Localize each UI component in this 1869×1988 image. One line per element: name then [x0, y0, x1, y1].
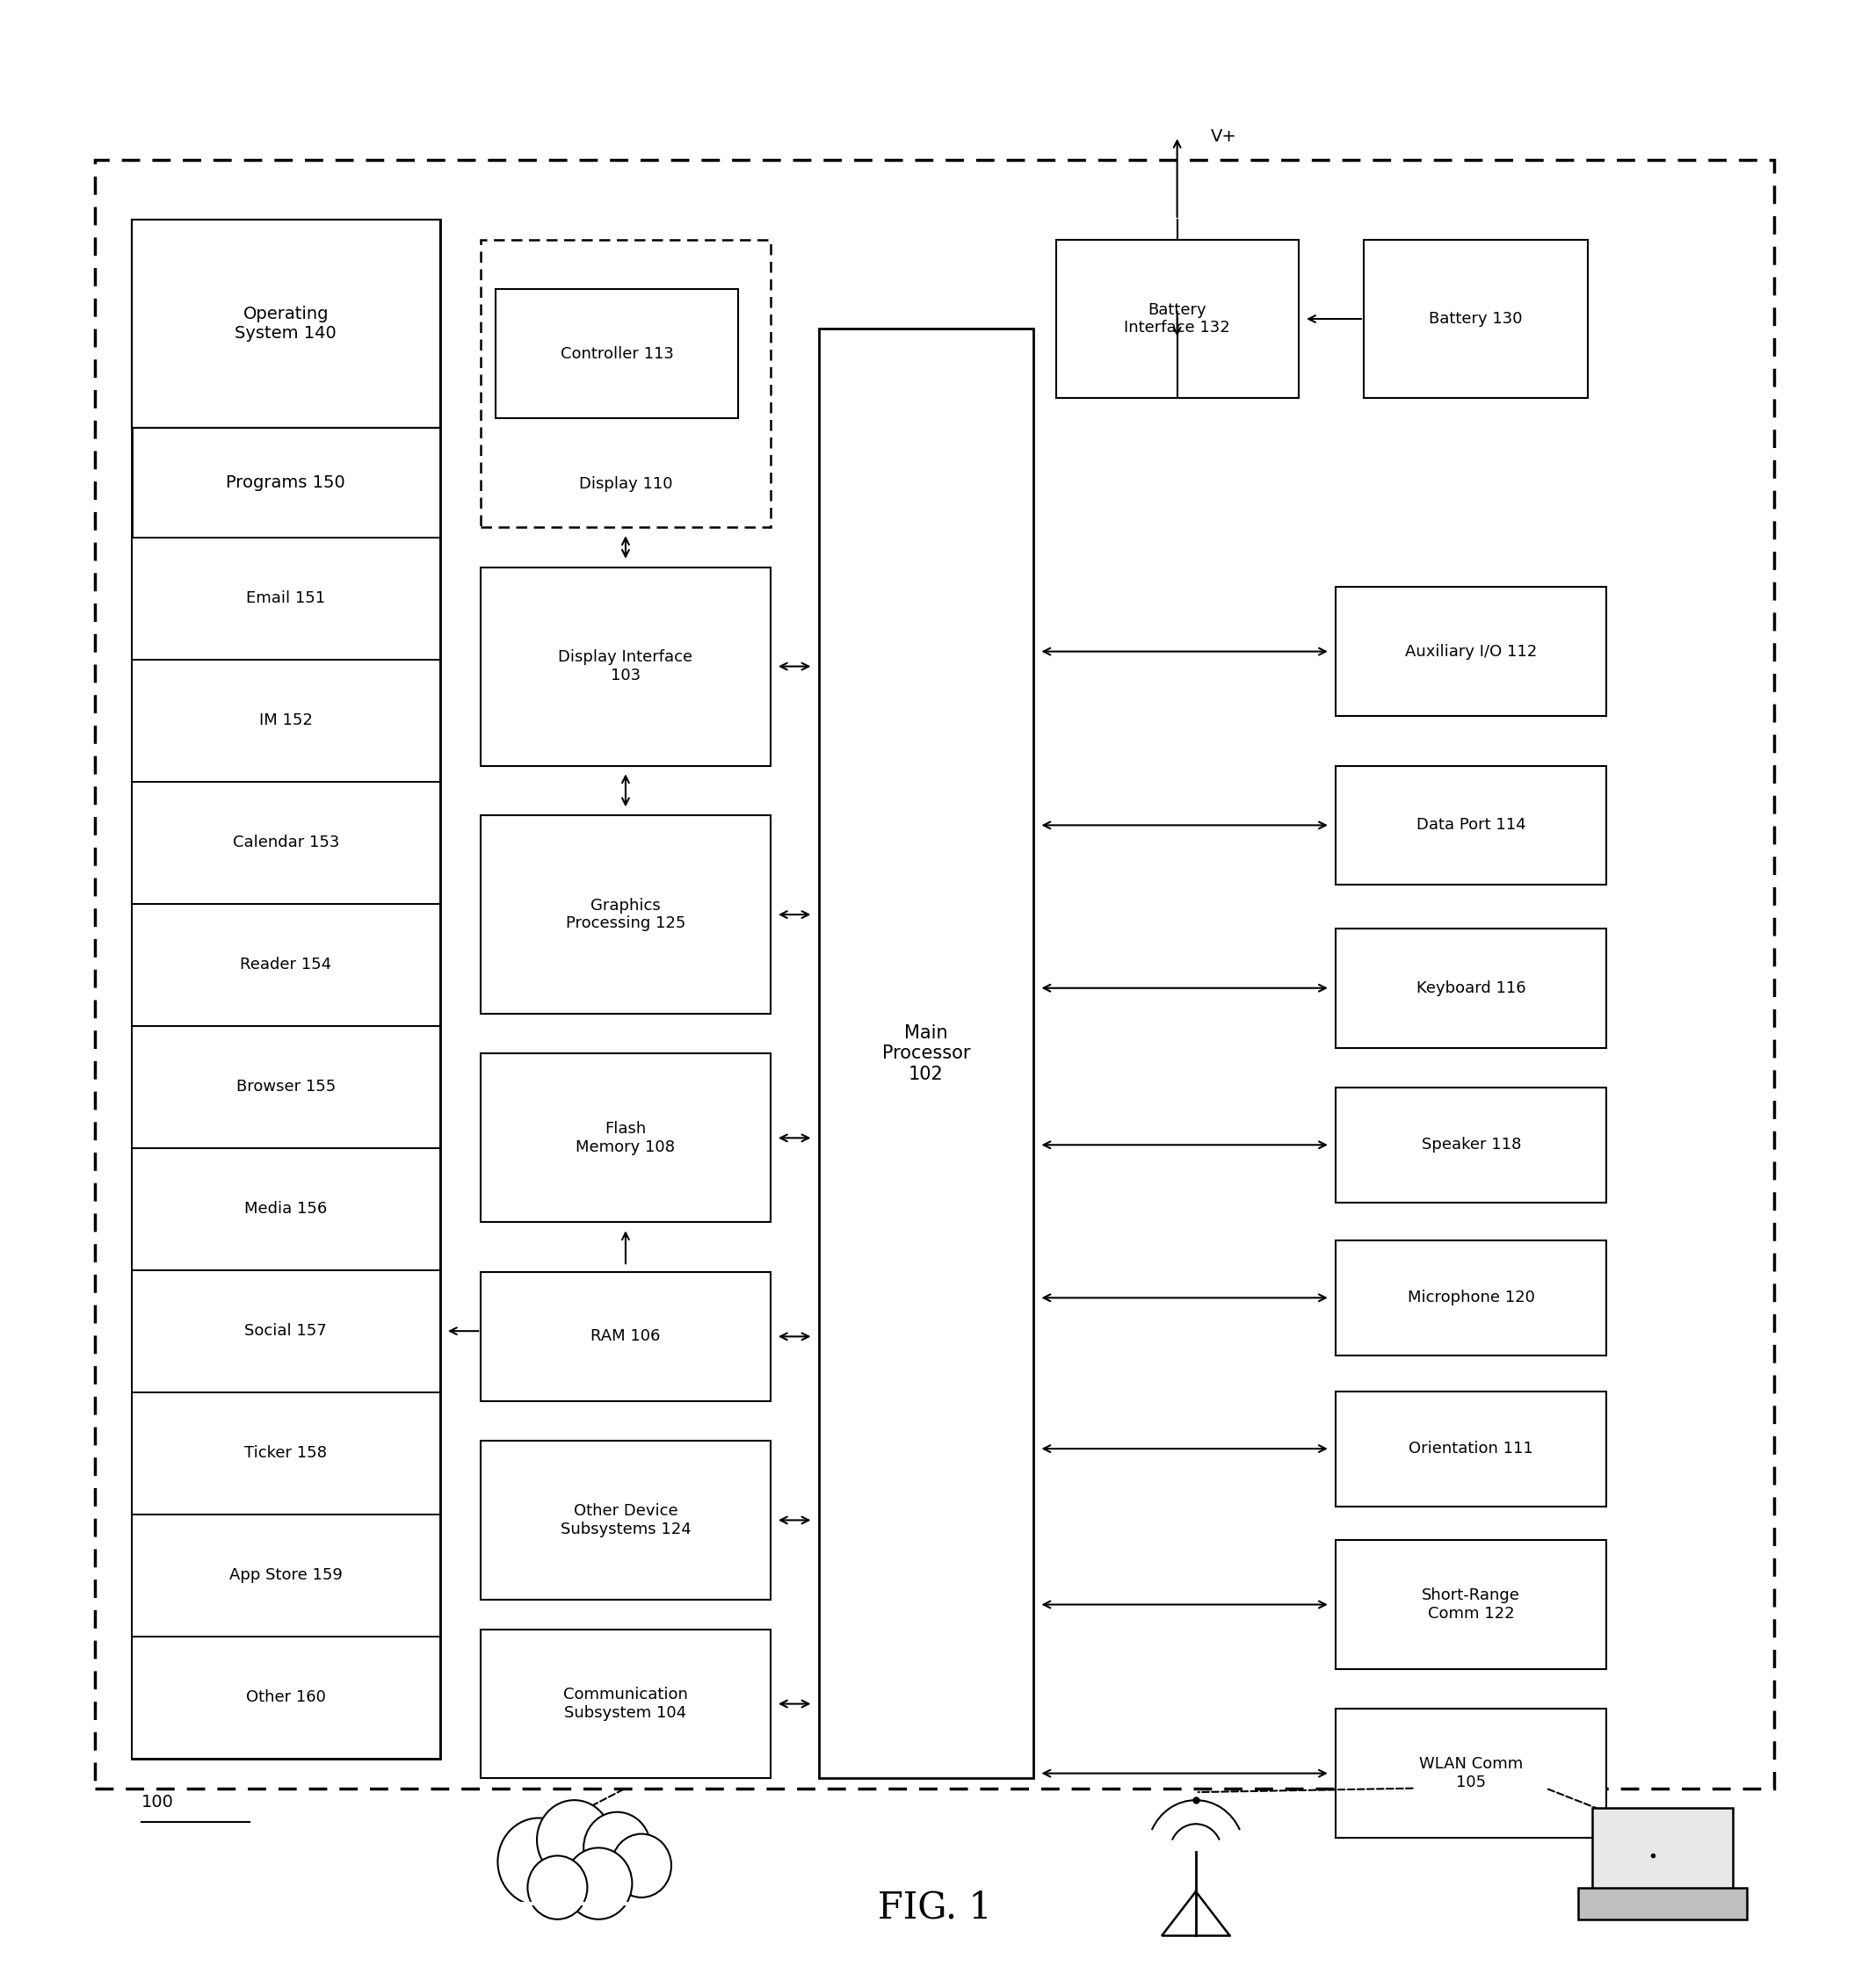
Circle shape — [527, 1855, 587, 1918]
Circle shape — [497, 1817, 579, 1905]
Text: Flash
Memory 108: Flash Memory 108 — [576, 1121, 675, 1155]
Bar — [133, 660, 439, 781]
Bar — [480, 239, 770, 527]
Text: Keyboard 116: Keyboard 116 — [1417, 980, 1525, 996]
Bar — [480, 1630, 770, 1779]
Bar — [1336, 586, 1607, 716]
Bar — [133, 219, 439, 427]
Bar — [133, 905, 439, 1026]
Bar — [133, 1515, 439, 1636]
Text: Programs 150: Programs 150 — [226, 475, 346, 491]
Bar — [480, 1272, 770, 1402]
Bar — [1336, 1392, 1607, 1507]
Text: Communication
Subsystem 104: Communication Subsystem 104 — [563, 1686, 688, 1722]
Text: Orientation 111: Orientation 111 — [1409, 1441, 1533, 1457]
Bar — [1336, 928, 1607, 1048]
Text: Operating
System 140: Operating System 140 — [235, 306, 336, 342]
Bar — [1592, 1807, 1733, 1903]
Text: 100: 100 — [142, 1795, 174, 1811]
Text: Microphone 120: Microphone 120 — [1407, 1290, 1534, 1306]
Text: Auxiliary I/O 112: Auxiliary I/O 112 — [1405, 644, 1536, 660]
Bar — [1579, 1887, 1746, 1918]
Bar — [1336, 1710, 1607, 1837]
Bar — [133, 1147, 439, 1270]
Bar — [480, 1054, 770, 1223]
Bar — [1336, 1087, 1607, 1203]
Bar — [133, 537, 439, 660]
Bar — [133, 1270, 439, 1392]
Text: App Store 159: App Store 159 — [230, 1567, 342, 1582]
Circle shape — [583, 1811, 650, 1883]
Bar — [1364, 239, 1589, 398]
Bar — [819, 328, 1034, 1779]
Text: Media 156: Media 156 — [245, 1201, 327, 1217]
Circle shape — [611, 1833, 671, 1897]
Bar — [1336, 1541, 1607, 1670]
Text: Social 157: Social 157 — [245, 1324, 327, 1340]
Bar — [95, 161, 1774, 1789]
Text: V+: V+ — [1211, 127, 1237, 145]
Text: Display Interface
103: Display Interface 103 — [559, 650, 693, 684]
Text: Other Device
Subsystems 124: Other Device Subsystems 124 — [561, 1503, 692, 1537]
Text: Other 160: Other 160 — [247, 1690, 325, 1706]
Text: Reader 154: Reader 154 — [239, 956, 331, 972]
Bar — [495, 288, 738, 417]
Text: Short-Range
Comm 122: Short-Range Comm 122 — [1422, 1588, 1519, 1622]
Bar — [1056, 239, 1299, 398]
Bar — [480, 1441, 770, 1600]
Text: Speaker 118: Speaker 118 — [1420, 1137, 1521, 1153]
Bar — [133, 219, 439, 1759]
Text: Graphics
Processing 125: Graphics Processing 125 — [566, 897, 686, 932]
Text: WLAN Comm
105: WLAN Comm 105 — [1419, 1755, 1523, 1791]
Bar — [480, 567, 770, 765]
Text: FIG. 1: FIG. 1 — [877, 1889, 992, 1926]
Text: Main
Processor
102: Main Processor 102 — [882, 1024, 970, 1083]
Text: Battery
Interface 132: Battery Interface 132 — [1123, 302, 1230, 336]
Bar — [133, 1392, 439, 1515]
Circle shape — [536, 1801, 611, 1879]
Bar — [133, 1636, 439, 1759]
Text: Controller 113: Controller 113 — [561, 346, 675, 362]
Text: Calendar 153: Calendar 153 — [232, 835, 338, 851]
Bar — [1323, 575, 1620, 730]
Text: Email 151: Email 151 — [247, 590, 325, 606]
Bar — [480, 815, 770, 1014]
Text: RAM 106: RAM 106 — [591, 1328, 660, 1344]
Text: Browser 155: Browser 155 — [235, 1079, 336, 1095]
Bar — [1336, 1241, 1607, 1356]
Text: Display 110: Display 110 — [579, 475, 673, 491]
Text: IM 152: IM 152 — [260, 712, 312, 728]
Text: Ticker 158: Ticker 158 — [245, 1445, 327, 1461]
Bar — [133, 1026, 439, 1147]
Bar — [133, 781, 439, 905]
Text: Battery 130: Battery 130 — [1430, 310, 1523, 326]
Circle shape — [564, 1847, 632, 1918]
Text: Data Port 114: Data Port 114 — [1417, 817, 1525, 833]
Bar — [1336, 765, 1607, 885]
